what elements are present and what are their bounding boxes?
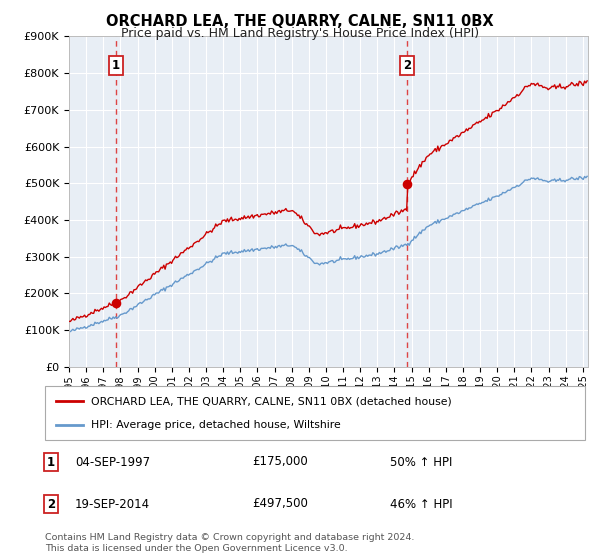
Text: 19-SEP-2014: 19-SEP-2014: [75, 497, 150, 511]
Text: 2: 2: [403, 59, 411, 72]
Point: [402, 180, 412, 189]
Text: Contains HM Land Registry data © Crown copyright and database right 2024.
This d: Contains HM Land Registry data © Crown c…: [45, 533, 415, 553]
Text: £497,500: £497,500: [252, 497, 308, 511]
Point: [111, 298, 121, 307]
Text: Price paid vs. HM Land Registry's House Price Index (HPI): Price paid vs. HM Land Registry's House …: [121, 27, 479, 40]
Text: 04-SEP-1997: 04-SEP-1997: [75, 455, 150, 469]
Text: £175,000: £175,000: [252, 455, 308, 469]
Text: 2: 2: [47, 497, 55, 511]
Text: HPI: Average price, detached house, Wiltshire: HPI: Average price, detached house, Wilt…: [91, 419, 341, 430]
Text: ORCHARD LEA, THE QUARRY, CALNE, SN11 0BX (detached house): ORCHARD LEA, THE QUARRY, CALNE, SN11 0BX…: [91, 396, 452, 407]
Text: 50% ↑ HPI: 50% ↑ HPI: [390, 455, 452, 469]
Text: ORCHARD LEA, THE QUARRY, CALNE, SN11 0BX: ORCHARD LEA, THE QUARRY, CALNE, SN11 0BX: [106, 14, 494, 29]
Text: 46% ↑ HPI: 46% ↑ HPI: [390, 497, 452, 511]
Text: 1: 1: [47, 455, 55, 469]
Text: 1: 1: [112, 59, 119, 72]
